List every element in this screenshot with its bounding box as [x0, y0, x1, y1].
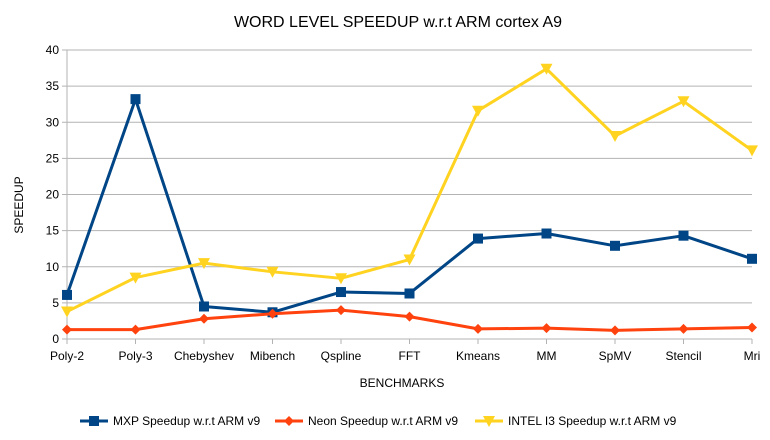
x-tick-label: Chebyshev	[174, 349, 234, 363]
y-tick-label: 5	[52, 296, 59, 310]
data-point	[403, 254, 416, 266]
legend-label: MXP Speedup w.r.t ARM v9	[113, 414, 261, 428]
data-point	[198, 258, 210, 270]
y-tick-label: 0	[52, 332, 59, 346]
x-tick-label: Mibench	[250, 349, 295, 363]
x-tick-label: Poly-2	[50, 349, 84, 363]
series-line	[65, 97, 753, 314]
data-point	[747, 253, 757, 264]
axes	[62, 49, 753, 344]
tick-labels: 0 5 10 15 20 25 30 35 40 Poly-2 Poly-3 Chebyshev Mib…	[46, 43, 761, 363]
legend-label: INTEL I3 Speedup w.r.t ARM v9	[508, 414, 677, 428]
y-tick-label: 30	[46, 115, 60, 129]
data-point	[199, 301, 209, 312]
data-point	[609, 130, 621, 142]
legend: MXP Speedup w.r.t ARM v9 Neon Speedup w.r…	[80, 414, 677, 428]
data-point	[62, 289, 72, 300]
x-axis-label: BENCHMARKS	[360, 376, 445, 390]
data-point	[541, 323, 552, 334]
y-tick-label: 15	[46, 224, 60, 238]
y-tick-label: 35	[46, 79, 60, 93]
x-tick-label: Qspline	[321, 349, 362, 363]
data-point	[541, 228, 552, 239]
data-point	[610, 325, 620, 336]
data-point	[678, 230, 689, 241]
legend-item-1: MXP Speedup w.r.t ARM v9	[80, 414, 261, 428]
x-tick-label: Mri	[744, 349, 761, 363]
data-point	[129, 272, 142, 284]
y-tick-label: 25	[46, 151, 60, 165]
data-point	[130, 324, 141, 335]
data-point	[746, 145, 758, 157]
data-point	[267, 308, 278, 319]
y-tick-label: 20	[46, 188, 60, 202]
data-point	[199, 313, 209, 324]
data-point	[404, 311, 415, 322]
data-point	[473, 323, 483, 334]
data-point	[61, 306, 73, 318]
x-tick-label: Poly-3	[118, 349, 152, 363]
series-1	[62, 94, 757, 318]
legend-marker	[483, 416, 495, 427]
data-point	[62, 324, 72, 335]
x-tick-label: MM	[537, 349, 557, 363]
data-point	[472, 105, 484, 117]
legend-item-2: Neon Speedup w.r.t ARM v9	[275, 414, 458, 428]
series-line	[66, 67, 753, 313]
x-tick-label: Kmeans	[456, 349, 500, 363]
series-lines	[61, 63, 758, 336]
data-point	[266, 266, 279, 278]
chart-title: WORD LEVEL SPEEDUP w.r.t ARM cortex A9	[234, 14, 562, 31]
x-tick-label: FFT	[399, 349, 422, 363]
data-point	[335, 273, 347, 285]
y-tick-label: 10	[46, 260, 60, 274]
series-2	[62, 305, 757, 336]
legend-item-3: INTEL I3 Speedup w.r.t ARM v9	[475, 414, 677, 428]
y-tick-label: 40	[46, 43, 60, 57]
data-point	[473, 233, 483, 244]
data-point	[404, 288, 415, 299]
legend-marker	[284, 416, 294, 426]
data-point	[130, 94, 141, 105]
data-point	[677, 96, 690, 108]
data-point	[540, 63, 553, 75]
data-point	[336, 305, 346, 316]
y-axis-label: SPEEDUP	[12, 176, 26, 233]
data-point	[678, 323, 689, 334]
legend-label: Neon Speedup w.r.t ARM v9	[308, 414, 458, 428]
legend-marker	[89, 416, 99, 426]
x-tick-label: Stencil	[665, 349, 701, 363]
series-3	[61, 63, 758, 318]
data-point	[336, 287, 346, 298]
data-point	[610, 240, 620, 251]
data-point	[747, 322, 757, 333]
x-tick-label: SpMV	[599, 349, 632, 363]
